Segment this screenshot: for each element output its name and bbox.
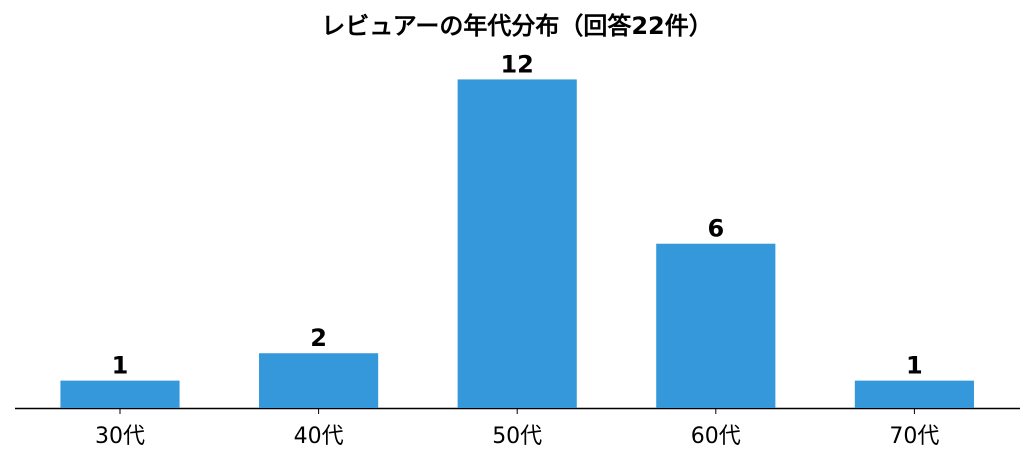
value-label: 12 — [500, 50, 533, 78]
bar — [259, 353, 379, 408]
x-tick-label: 70代 — [889, 424, 939, 449]
x-tick-label: 50代 — [492, 424, 542, 449]
value-label: 2 — [310, 324, 327, 352]
x-tick-label: 30代 — [95, 424, 145, 449]
bar — [60, 380, 180, 408]
x-tick-label: 60代 — [691, 424, 741, 449]
value-label: 1 — [112, 352, 129, 380]
bar — [457, 79, 577, 408]
bar — [854, 380, 974, 408]
chart-title: レビュアーの年代分布（回答22件） — [321, 12, 712, 40]
bar — [656, 243, 776, 408]
x-tick-label: 40代 — [294, 424, 344, 449]
value-label: 1 — [906, 352, 923, 380]
value-label: 6 — [707, 215, 724, 243]
